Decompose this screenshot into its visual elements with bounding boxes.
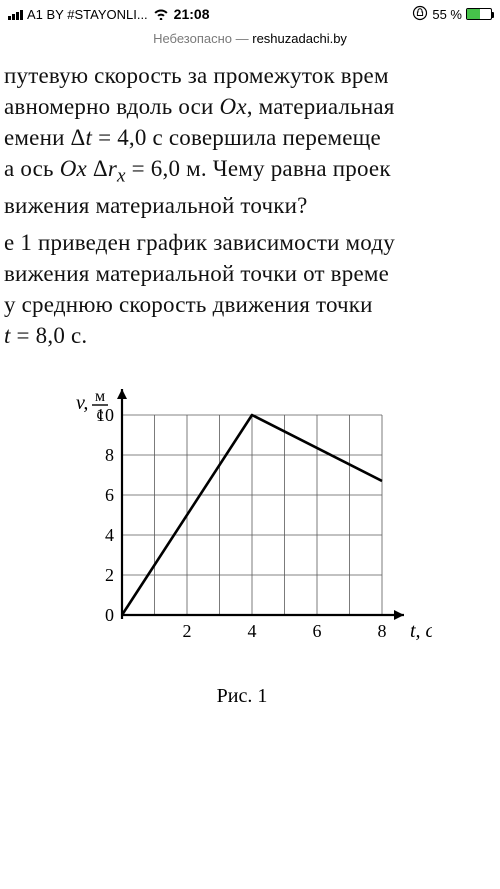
text-line: вижения материальной точки от време [4, 258, 492, 289]
svg-text:6: 6 [313, 621, 322, 641]
status-left: A1 BY #STAYONLI... 21:08 [8, 6, 209, 23]
svg-text:с: с [96, 406, 103, 423]
svg-text:8: 8 [105, 445, 114, 465]
svg-text:v,: v, [76, 392, 88, 414]
text-line: у среднюю скорость движения точки [4, 289, 492, 320]
status-time: 21:08 [174, 6, 210, 22]
svg-text:8: 8 [378, 621, 387, 641]
svg-text:4: 4 [105, 525, 114, 545]
status-bar: A1 BY #STAYONLI... 21:08 55 % [0, 0, 500, 28]
svg-text:м: м [95, 388, 105, 405]
bottom-whitespace [0, 708, 500, 888]
text-line: а ось Ox Δrx = 6,0 м. Чему равна проек [4, 153, 492, 189]
svg-text:6: 6 [105, 485, 114, 505]
chart-region: 02468102468v, мсt, с Рис. 1 [52, 385, 432, 708]
address-sep: — [232, 31, 252, 46]
svg-text:4: 4 [248, 621, 257, 641]
text-line: путевую скорость за промежуток врем [4, 60, 492, 91]
signal-icon [8, 8, 23, 20]
text-line: t = 8,0 с. [4, 320, 492, 351]
carrier-label: A1 BY #STAYONLI... [27, 7, 148, 22]
text-line: авномерно вдоль оси Ox, материальная [4, 91, 492, 122]
battery-percent: 55 % [432, 7, 462, 22]
text-line: е 1 приведен график зависимости моду [4, 227, 492, 258]
address-host: reshuzadachi.by [252, 31, 347, 46]
chart-caption: Рис. 1 [52, 685, 432, 708]
svg-text:t, с: t, с [410, 620, 432, 642]
text-line: емени Δt = 4,0 с совершила перемеще [4, 122, 492, 153]
svg-text:2: 2 [105, 565, 114, 585]
svg-text:0: 0 [105, 605, 114, 625]
address-bar[interactable]: Небезопасно — reshuzadachi.by [0, 28, 500, 50]
velocity-chart: 02468102468v, мсt, с [52, 385, 432, 675]
orientation-lock-icon [412, 5, 428, 24]
svg-text:2: 2 [183, 621, 192, 641]
battery-icon [466, 8, 492, 20]
page-content: путевую скорость за промежуток врем авно… [0, 50, 500, 888]
battery-fill [467, 9, 480, 19]
wifi-icon [152, 6, 170, 23]
text-line: вижения материальной точки? [4, 190, 492, 221]
security-warning: Небезопасно [153, 31, 232, 46]
scan-text: путевую скорость за промежуток врем авно… [0, 60, 500, 351]
status-right: 55 % [412, 5, 492, 24]
